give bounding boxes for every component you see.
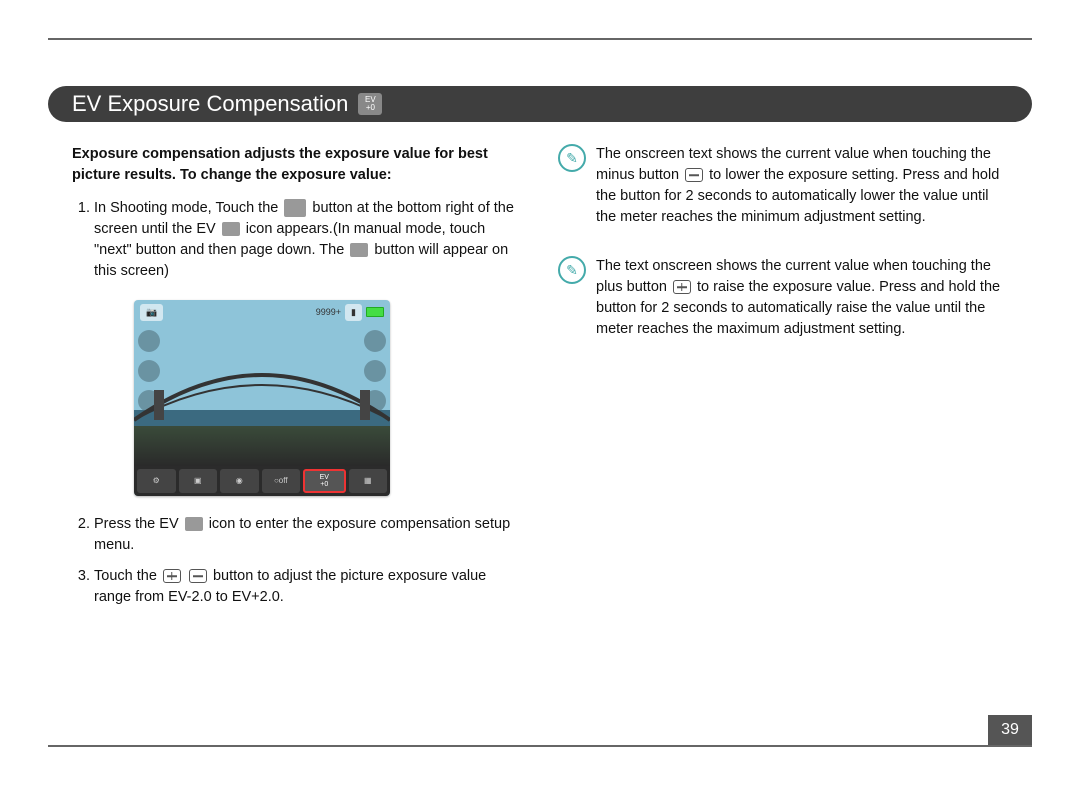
- step-3: Touch the button to adjust the picture e…: [94, 566, 522, 608]
- page-number: 39: [988, 715, 1032, 745]
- heading-text: EV Exposure Compensation: [72, 91, 348, 117]
- bottom-btn-6: ▦: [349, 469, 388, 493]
- bottom-btn-2: ▣: [179, 469, 218, 493]
- camera-topbar: 📷 9999+ ▮: [134, 300, 390, 324]
- shot-counter: 9999+: [316, 306, 341, 319]
- step-2-part-a: Press the EV: [94, 516, 179, 532]
- note-1: ✎ The onscreen text shows the current va…: [558, 144, 1008, 228]
- step-3-part-a: Touch the: [94, 568, 157, 584]
- ev-small-icon: [185, 517, 203, 531]
- right-column: ✎ The onscreen text shows the current va…: [558, 144, 1008, 691]
- step-1: In Shooting mode, Touch the button at th…: [94, 198, 522, 496]
- battery-icon: [366, 307, 384, 317]
- minus-icon: [685, 168, 703, 182]
- note-icon: ✎: [558, 144, 586, 172]
- bottom-btn-4: ○off: [262, 469, 301, 493]
- plus-icon: [163, 569, 181, 583]
- touch-icon: [284, 199, 306, 217]
- step-2: Press the EV icon to enter the exposure …: [94, 514, 522, 556]
- intro-text: Exposure compensation adjusts the exposu…: [72, 144, 522, 186]
- bottom-btn-ev-highlight: EV +0: [303, 469, 346, 493]
- ev-btn-top: EV: [320, 474, 329, 481]
- bottom-btn-1: ⚙: [137, 469, 176, 493]
- zoom-icon: [364, 330, 386, 352]
- note-2: ✎ The text onscreen shows the current va…: [558, 256, 1008, 340]
- note-1-text: The onscreen text shows the current valu…: [596, 144, 1008, 228]
- bridge-illustration: [134, 360, 390, 430]
- sd-card-icon: ▮: [345, 304, 362, 321]
- ev-btn-bot: +0: [320, 481, 328, 488]
- ev-small-icon: [222, 222, 240, 236]
- step-1-part-a: In Shooting mode, Touch the: [94, 200, 278, 216]
- flash-icon: [138, 330, 160, 352]
- minus-icon: [189, 569, 207, 583]
- camera-screenshot: 📷 9999+ ▮: [134, 300, 390, 496]
- ev-icon: EV+0: [358, 93, 382, 115]
- note-2-text: The text onscreen shows the current valu…: [596, 256, 1008, 340]
- left-column: Exposure compensation adjusts the exposu…: [72, 144, 522, 691]
- note-icon: ✎: [558, 256, 586, 284]
- camera-bottombar: ⚙ ▣ ◉ ○off EV +0 ▦: [134, 466, 390, 496]
- content-columns: Exposure compensation adjusts the exposu…: [72, 144, 1008, 691]
- steps-list: In Shooting mode, Touch the button at th…: [94, 198, 522, 608]
- page-frame: EV Exposure Compensation EV+0 Exposure c…: [48, 38, 1032, 747]
- section-heading: EV Exposure Compensation EV+0: [48, 86, 1032, 122]
- ev-small-icon: [350, 243, 368, 257]
- camera-mode-icon: 📷: [140, 304, 163, 321]
- plus-icon: [673, 280, 691, 294]
- foreground-shore: [134, 426, 390, 466]
- bottom-btn-3: ◉: [220, 469, 259, 493]
